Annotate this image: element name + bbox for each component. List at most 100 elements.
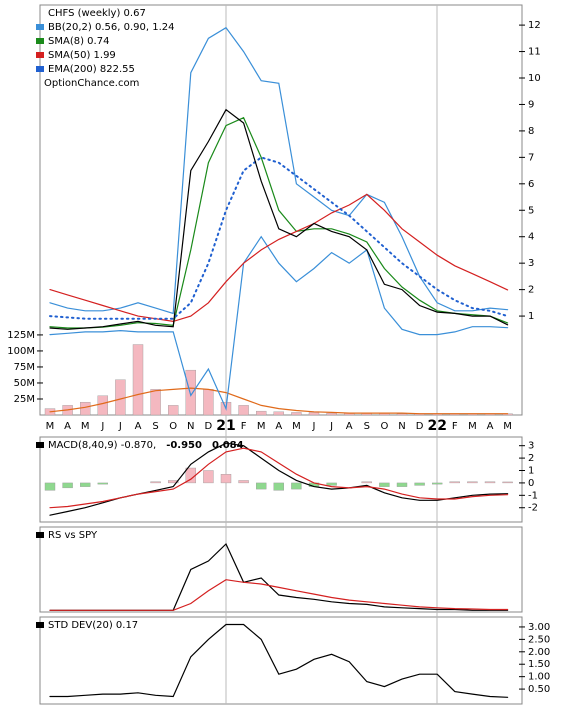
volume-bar <box>238 405 249 416</box>
y-tick-label: 3 <box>528 441 534 452</box>
y-tick-label: 0.50 <box>528 684 550 695</box>
y-tick-label: 2.00 <box>528 647 550 658</box>
y2-tick-label: 125M <box>7 330 35 341</box>
volume-bar <box>167 405 179 416</box>
legend-swatch <box>36 532 44 538</box>
x-tick-label: M <box>46 421 55 432</box>
x-tick-label: J <box>118 421 122 432</box>
y-tick-label: 7 <box>528 152 534 163</box>
series-line <box>49 156 509 320</box>
legend-label: BB(20,2) 0.56, 0.90, 1.24 <box>48 22 174 33</box>
source-label: OptionChance.com <box>44 78 139 89</box>
volume-bar <box>273 411 284 416</box>
series-line <box>49 193 509 323</box>
series-line <box>49 116 509 329</box>
x-tick-label: 21 <box>216 418 235 434</box>
legend-swatch <box>36 66 44 72</box>
x-tick-label: M <box>468 421 477 432</box>
histogram-bar <box>502 481 513 484</box>
y-tick-label: 3.00 <box>528 622 550 633</box>
histogram-bar <box>167 480 179 484</box>
histogram-bar <box>484 481 496 484</box>
histogram-bar <box>449 481 460 484</box>
legend-label: -0.950 <box>166 440 202 451</box>
y-tick-label: -1 <box>528 490 538 501</box>
volume-bar <box>150 389 161 416</box>
volume-bar <box>308 412 320 416</box>
volume-bar <box>79 401 91 416</box>
volume-bar <box>97 395 109 416</box>
y2-tick-label: 75M <box>14 362 35 373</box>
y-tick-label: 9 <box>528 99 534 110</box>
histogram-bar <box>396 482 408 487</box>
y-tick-label: 2.50 <box>528 634 550 645</box>
histogram-bar <box>414 482 425 486</box>
x-tick-label: 22 <box>427 418 446 434</box>
volume-bar <box>132 344 144 416</box>
volume-bar <box>256 410 267 416</box>
histogram-bar <box>379 482 390 487</box>
x-tick-label: M <box>292 421 301 432</box>
y-tick-label: 8 <box>528 126 534 137</box>
legend-swatch <box>36 52 44 58</box>
y-tick-label: 1 <box>528 311 534 322</box>
histogram-bar <box>467 481 478 484</box>
y-tick-label: 6 <box>528 179 534 190</box>
x-tick-label: J <box>312 421 316 432</box>
volume-ma-line <box>49 387 509 415</box>
legend-label: SMA(50) 1.99 <box>48 50 116 61</box>
rs-panel <box>39 526 523 613</box>
x-tick-label: F <box>452 421 458 432</box>
x-tick-label: O <box>380 421 388 432</box>
x-tick-label: A <box>346 421 353 432</box>
y-tick-label: 3 <box>528 258 534 269</box>
histogram-bar <box>361 481 372 484</box>
volume-bar <box>291 412 302 416</box>
y2-tick-label: 100M <box>7 346 35 357</box>
legend-swatch <box>36 442 44 448</box>
histogram-bar <box>326 482 337 486</box>
legend-title: CHFS (weekly) 0.67 <box>48 8 146 19</box>
legend-swatch <box>36 38 44 44</box>
histogram-bar <box>273 482 284 491</box>
histogram-bar <box>62 482 73 489</box>
y2-tick-label: 25M <box>14 394 35 405</box>
series-line <box>49 579 509 611</box>
volume-bar <box>115 379 126 416</box>
band-lower <box>49 235 509 411</box>
x-tick-label: M <box>257 421 266 432</box>
series-line <box>49 623 509 698</box>
series-line <box>49 442 509 516</box>
series-line <box>49 447 509 509</box>
y-tick-label: 1.00 <box>528 672 550 683</box>
histogram-bar <box>44 482 56 491</box>
histogram-bar <box>79 482 91 487</box>
legend-swatch <box>36 24 44 30</box>
x-tick-label: A <box>487 421 494 432</box>
legend-label: 0.084 <box>212 440 244 451</box>
histogram-bar <box>97 482 109 485</box>
legend-label: MACD(8,40,9) -0.870, <box>48 440 156 451</box>
x-tick-label: S <box>364 421 370 432</box>
histogram-bar <box>432 482 443 485</box>
std-panel <box>39 616 523 705</box>
x-tick-label: N <box>398 421 405 432</box>
volume-bar <box>185 369 197 416</box>
histogram-bar <box>291 482 302 490</box>
x-tick-label: A <box>275 421 282 432</box>
volume-bar <box>326 412 337 416</box>
y-tick-label: 1 <box>528 466 534 477</box>
volume-bar <box>203 389 214 416</box>
histogram-bar <box>150 481 161 484</box>
x-tick-label: N <box>187 421 194 432</box>
band-upper <box>49 26 509 315</box>
y-tick-label: 11 <box>528 47 541 58</box>
x-tick-label: M <box>81 421 90 432</box>
y-tick-label: 10 <box>528 73 541 84</box>
x-tick-label: D <box>416 421 424 432</box>
x-tick-label: O <box>169 421 177 432</box>
y-tick-label: 2 <box>528 453 534 464</box>
x-tick-label: M <box>503 421 512 432</box>
y-tick-label: 1.50 <box>528 659 550 670</box>
